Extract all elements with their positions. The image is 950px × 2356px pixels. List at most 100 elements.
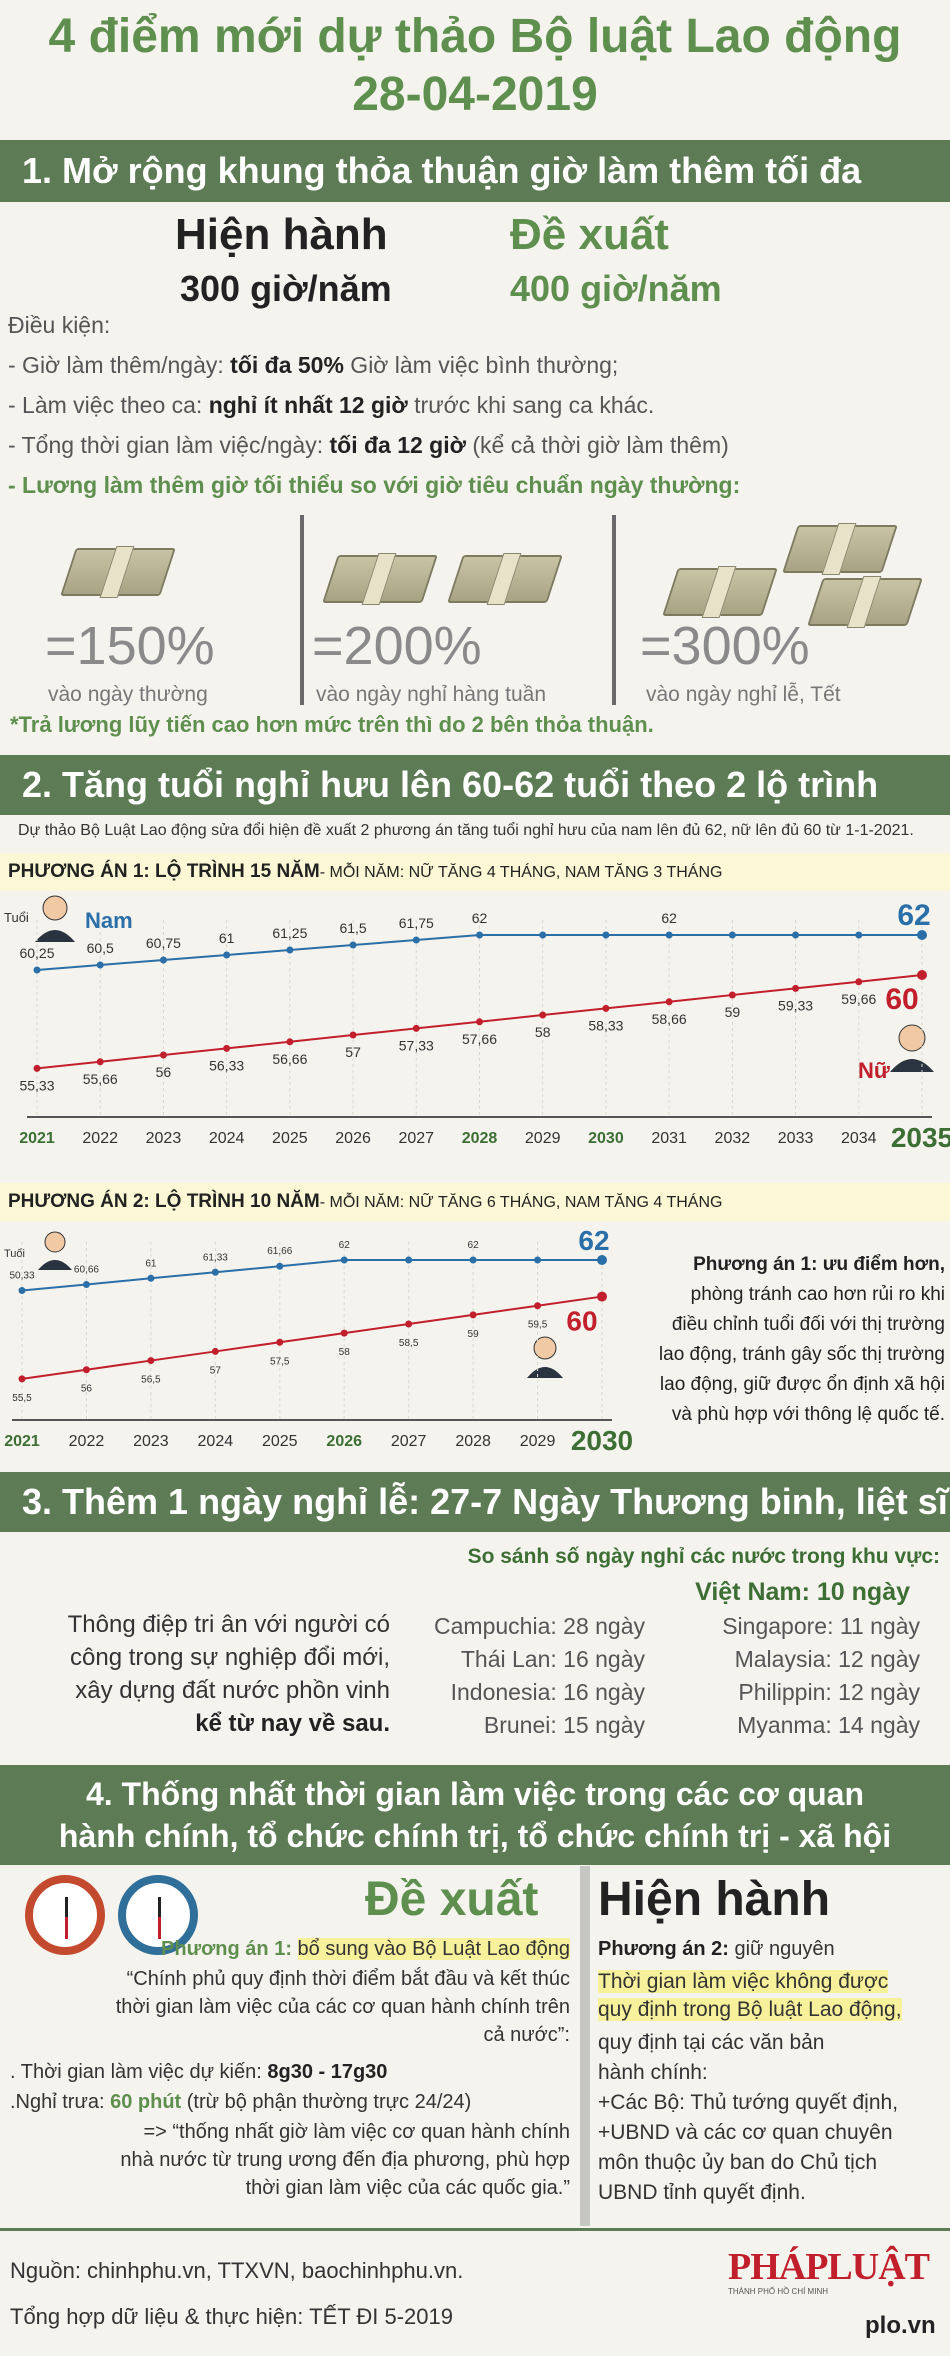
data-point bbox=[665, 931, 673, 939]
country-item: Thái Lan: 16 ngày bbox=[460, 1646, 645, 1672]
condition-2: - Làm việc theo ca: nghỉ ít nhất 12 giờ … bbox=[8, 392, 655, 418]
x-tick-label: 2023 bbox=[146, 1130, 182, 1147]
data-point bbox=[96, 961, 104, 969]
data-point bbox=[276, 1262, 284, 1270]
data-point bbox=[602, 1004, 610, 1012]
x-tick-label: 2029 bbox=[525, 1130, 561, 1147]
data-point bbox=[855, 978, 863, 986]
money-stack-icon bbox=[662, 566, 778, 618]
data-label: 59 bbox=[725, 1004, 741, 1020]
divider bbox=[612, 515, 616, 705]
data-point bbox=[82, 1281, 90, 1289]
plan-2-chart: Tuổi 2021 2022 2023 2024 2025 2026 2027 2028 202… bbox=[4, 1225, 633, 1455]
section-2-header-text: 2. Tăng tuổi nghỉ hưu lên 60-62 tuổi the… bbox=[22, 764, 879, 805]
male-avatar-icon bbox=[35, 895, 75, 942]
data-label: 61,25 bbox=[272, 925, 307, 941]
section-4-header-line: hành chính, tổ chức chính trị, tổ chức c… bbox=[58, 1818, 892, 1854]
condition-1: - Giờ làm thêm/ngày: tối đa 50% Giờ làm … bbox=[8, 352, 619, 378]
footer-divider bbox=[0, 2228, 950, 2231]
x-tick-label: 2035 bbox=[891, 1122, 950, 1153]
money-stack-icon bbox=[447, 553, 563, 605]
x-tick-label: 2021 bbox=[19, 1130, 55, 1147]
x-tick-label: 2034 bbox=[841, 1130, 877, 1147]
data-point bbox=[147, 1274, 155, 1282]
country-item: Myanma: 14 ngày bbox=[737, 1712, 920, 1738]
current-rest: quy định tại các văn bản hành chính: +Cá… bbox=[598, 2031, 899, 2204]
note-line: và phù hợp với thông lệ quốc tế. bbox=[671, 1404, 945, 1425]
data-point bbox=[286, 1038, 294, 1046]
data-label: 61,5 bbox=[339, 920, 366, 936]
data-point bbox=[665, 998, 673, 1006]
x-tick-label: 2024 bbox=[198, 1433, 234, 1450]
x-tick-label: 2026 bbox=[335, 1130, 371, 1147]
data-label: 62 bbox=[661, 910, 677, 926]
data-label: 58,66 bbox=[652, 1011, 687, 1027]
data-point bbox=[476, 1018, 483, 1026]
x-tick-label: 2023 bbox=[133, 1433, 169, 1450]
data-label: 58,33 bbox=[588, 1017, 623, 1033]
female-legend: Nữ bbox=[858, 1058, 890, 1083]
rate-150-desc: vào ngày thường bbox=[48, 683, 208, 706]
data-label: 55,66 bbox=[83, 1071, 118, 1087]
condition-3: - Tổng thời gian làm việc/ngày: tối đa 1… bbox=[8, 432, 729, 458]
data-label: 57,66 bbox=[462, 1031, 497, 1047]
plan-1-chart: Tuổi Nam Nữ 2021 2022 2023 2024 2025 2026 2027… bbox=[4, 895, 950, 1153]
proposed-heading: Đề xuất bbox=[365, 1873, 539, 1926]
data-label: 60,75 bbox=[146, 935, 181, 951]
data-point bbox=[728, 931, 736, 939]
divider bbox=[580, 1866, 590, 2226]
data-label: 61 bbox=[145, 1258, 157, 1269]
note-line: lao động, giữ được ổn định xã hội bbox=[659, 1374, 945, 1395]
plan-1-header: PHƯƠNG ÁN 1: LỘ TRÌNH 15 NĂM- MỖI NĂM: N… bbox=[0, 853, 950, 891]
country-item: Campuchia: 28 ngày bbox=[434, 1613, 645, 1639]
title-line-2: 28-04-2019 bbox=[352, 68, 598, 121]
proposed-label: Đề xuất bbox=[510, 210, 669, 259]
y-axis-label: Tuổi bbox=[4, 1248, 25, 1260]
data-point bbox=[476, 931, 483, 939]
data-point bbox=[405, 1256, 413, 1264]
section-2-header: 2. Tăng tuổi nghỉ hưu lên 60-62 tuổi the… bbox=[0, 755, 950, 815]
data-point bbox=[597, 1255, 607, 1265]
data-label: 59,33 bbox=[778, 997, 813, 1013]
current-highlight: Thời gian làm việc không được quy định t… bbox=[598, 1970, 902, 2021]
data-label: 59 bbox=[468, 1329, 480, 1340]
data-point bbox=[602, 931, 610, 939]
country-item: Philippin: 12 ngày bbox=[738, 1679, 920, 1705]
x-tick-label: 2021 bbox=[4, 1433, 40, 1450]
x-tick-label: 2028 bbox=[462, 1130, 498, 1147]
x-tick-label: 2025 bbox=[262, 1433, 298, 1450]
note-line: điều chỉnh tuổi đối với thị trường bbox=[671, 1314, 945, 1335]
data-point bbox=[18, 1287, 26, 1295]
conditions-title: Điều kiện: bbox=[8, 312, 111, 338]
series-line-Nam bbox=[21, 1259, 602, 1292]
plan-1-line: Phương án 1: bổ sung vào Bộ Luật Lao độn… bbox=[161, 1938, 570, 1960]
note-line: lao động, tránh gây sốc thị trường bbox=[658, 1344, 945, 1365]
data-point bbox=[412, 936, 420, 944]
data-point bbox=[18, 1375, 26, 1383]
x-tick-label: 2027 bbox=[398, 1130, 434, 1147]
data-point bbox=[159, 956, 167, 964]
rate-300-desc: vào ngày nghỉ lễ, Tết bbox=[646, 683, 841, 706]
data-point bbox=[917, 970, 927, 980]
data-point bbox=[405, 1320, 413, 1328]
country-list-left: Campuchia: 28 ngày Thái Lan: 16 ngày Ind… bbox=[390, 1610, 645, 1742]
data-label: 60,66 bbox=[74, 1265, 99, 1276]
money-stack-icon bbox=[60, 546, 176, 598]
country-item: Brunei: 15 ngày bbox=[483, 1712, 645, 1738]
data-label: 50,33 bbox=[9, 1271, 34, 1282]
x-tick-label: 2024 bbox=[209, 1130, 245, 1147]
section-2-intro: Dự thảo Bộ Luật Lao động sửa đổi hiện đề… bbox=[18, 822, 914, 839]
data-point bbox=[349, 1031, 357, 1039]
female-avatar-icon bbox=[527, 1336, 563, 1378]
section-1-header: 1. Mở rộng khung thỏa thuận giờ làm thêm… bbox=[0, 140, 950, 202]
compare-title: So sánh số ngày nghỉ các nước trong khu … bbox=[467, 1545, 940, 1568]
data-label: 57,33 bbox=[399, 1037, 434, 1053]
data-label: 60,5 bbox=[87, 940, 114, 956]
data-label: 57 bbox=[345, 1044, 361, 1060]
data-label: 56 bbox=[156, 1064, 172, 1080]
data-label: 57,5 bbox=[270, 1356, 290, 1367]
data-point bbox=[286, 946, 294, 954]
rate-300: =300% bbox=[640, 616, 810, 676]
tribute-message: Thông điệp tri ân với người có công tron… bbox=[67, 1611, 390, 1737]
current-heading: Hiện hành bbox=[598, 1873, 831, 1926]
